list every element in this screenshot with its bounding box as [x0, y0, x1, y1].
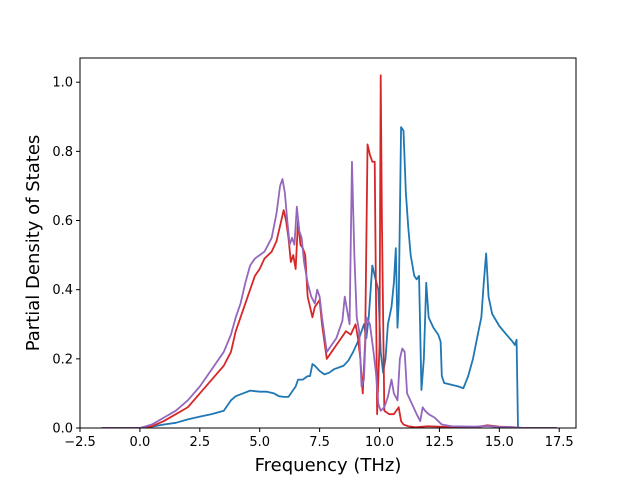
x-tick-label: 15.0 [485, 435, 514, 450]
series-line-3 [101, 160, 557, 428]
x-tick-label: −2.5 [64, 435, 96, 450]
y-axis-label: Partial Density of States [23, 135, 44, 352]
y-tick-label: 0.6 [52, 214, 73, 229]
plot-frame [79, 57, 577, 429]
x-tick-label: 5.0 [249, 435, 270, 450]
x-tick-label: 2.5 [189, 435, 210, 450]
series-line-1 [101, 126, 557, 428]
y-tick-label: 0.4 [52, 283, 73, 298]
x-tick-label: 12.5 [425, 435, 454, 450]
x-tick-label: 17.5 [545, 435, 574, 450]
series-line-2 [101, 74, 557, 428]
ticks-layer: −2.5 0.0 2.5 5.0 7.5 10.0 12.5 15.0 17.50.00.20.… [52, 76, 573, 450]
x-tick-label: 0.0 [130, 435, 151, 450]
x-axis-label: Frequency (THz) [255, 455, 402, 476]
x-tick-label: 10.0 [365, 435, 394, 450]
y-tick-label: 0.2 [52, 352, 73, 367]
y-tick-label: 1.0 [52, 76, 73, 91]
series-layer [101, 74, 557, 428]
y-tick-label: 0.8 [52, 145, 73, 160]
y-tick-label: 0.0 [52, 422, 73, 437]
x-tick-label: 7.5 [309, 435, 330, 450]
